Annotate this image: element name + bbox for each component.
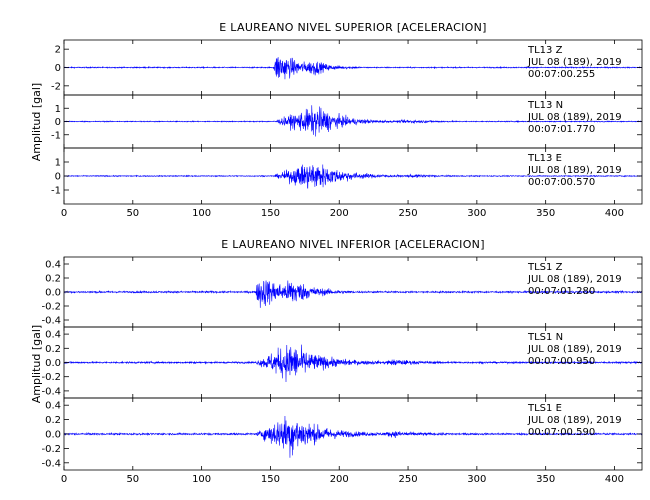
chart-title: E LAUREANO NIVEL INFERIOR [ACELERACION] <box>221 238 485 251</box>
y-tick-label: -0.2 <box>41 444 61 455</box>
x-tick-label: 100 <box>192 208 211 219</box>
record-time: 00:07:00.590 <box>528 427 595 438</box>
x-tick-label: 150 <box>261 474 280 485</box>
record-time: 00:07:00.255 <box>528 69 595 80</box>
x-tick-label: 350 <box>536 208 555 219</box>
record-date: JUL 08 (189), 2019 <box>527 274 622 285</box>
x-tick-label: 300 <box>467 474 486 485</box>
y-tick-label: -0.4 <box>41 316 61 327</box>
y-tick-label: 0.4 <box>45 330 61 341</box>
x-tick-label: 50 <box>126 208 139 219</box>
x-tick-label: 250 <box>399 474 418 485</box>
y-tick-label: 0.4 <box>45 260 61 271</box>
y-tick-label: 0.0 <box>45 358 61 369</box>
y-axis-label: Amplitud [gal] <box>30 83 43 161</box>
y-tick-label: 0 <box>55 172 61 183</box>
record-date: JUL 08 (189), 2019 <box>527 415 622 426</box>
x-tick-label: 0 <box>61 474 67 485</box>
record-date: JUL 08 (189), 2019 <box>527 165 622 176</box>
y-tick-label: -1 <box>51 186 61 197</box>
x-tick-label: 150 <box>261 208 280 219</box>
record-date: JUL 08 (189), 2019 <box>527 344 622 355</box>
x-tick-label: 400 <box>605 474 624 485</box>
y-tick-label: 0.4 <box>45 401 61 412</box>
record-time: 00:07:01.770 <box>528 124 595 135</box>
station-component-label: TL13 E <box>527 153 562 164</box>
waveform-trace <box>63 105 643 137</box>
y-tick-label: 0.2 <box>45 274 61 285</box>
chart-1: E LAUREANO NIVEL SUPERIOR [ACELERACION] A… <box>30 21 643 219</box>
station-component-label: TLS1 N <box>527 332 563 343</box>
station-component-label: TLS1 E <box>527 403 562 414</box>
y-tick-label: 0.0 <box>45 288 61 299</box>
x-tick-label: 100 <box>192 474 211 485</box>
x-tick-label: 50 <box>126 474 139 485</box>
y-tick-label: -0.2 <box>41 372 61 383</box>
waveform-trace <box>63 280 643 308</box>
y-axis-label: Amplitud [gal] <box>30 325 43 403</box>
waveform-trace <box>63 415 643 458</box>
x-tick-label: 400 <box>605 208 624 219</box>
y-tick-label: -0.4 <box>41 458 61 469</box>
y-tick-label: 0.2 <box>45 344 61 355</box>
y-tick-label: 0 <box>55 117 61 128</box>
x-tick-label: 350 <box>536 474 555 485</box>
y-tick-label: 0.0 <box>45 430 61 441</box>
y-tick-label: 1 <box>55 104 61 115</box>
chart-title: E LAUREANO NIVEL SUPERIOR [ACELERACION] <box>219 21 486 34</box>
y-tick-label: -1 <box>51 130 61 141</box>
record-date: JUL 08 (189), 2019 <box>527 112 622 123</box>
y-tick-label: 0 <box>55 63 61 74</box>
x-tick-label: 200 <box>330 208 349 219</box>
x-tick-label: 200 <box>330 474 349 485</box>
station-component-label: TL13 Z <box>527 45 563 56</box>
waveform-trace <box>63 57 643 80</box>
chart-2: E LAUREANO NIVEL INFERIOR [ACELERACION] A… <box>30 238 643 485</box>
y-tick-label: 2 <box>55 45 61 56</box>
waveform-trace <box>63 344 643 383</box>
waveform-trace <box>63 164 643 189</box>
y-tick-label: -2 <box>51 81 61 92</box>
x-tick-label: 250 <box>399 208 418 219</box>
y-tick-label: -0.2 <box>41 302 61 313</box>
record-date: JUL 08 (189), 2019 <box>527 57 622 68</box>
x-tick-label: 0 <box>61 208 67 219</box>
record-time: 00:07:00.570 <box>528 177 595 188</box>
station-component-label: TLS1 Z <box>527 262 563 273</box>
station-component-label: TL13 N <box>527 100 563 111</box>
y-tick-label: -0.4 <box>41 386 61 397</box>
x-tick-label: 300 <box>467 208 486 219</box>
y-tick-label: 0.2 <box>45 415 61 426</box>
y-tick-label: 1 <box>55 158 61 169</box>
record-time: 00:07:00.950 <box>528 356 595 367</box>
record-time: 00:07:01.280 <box>528 286 595 297</box>
